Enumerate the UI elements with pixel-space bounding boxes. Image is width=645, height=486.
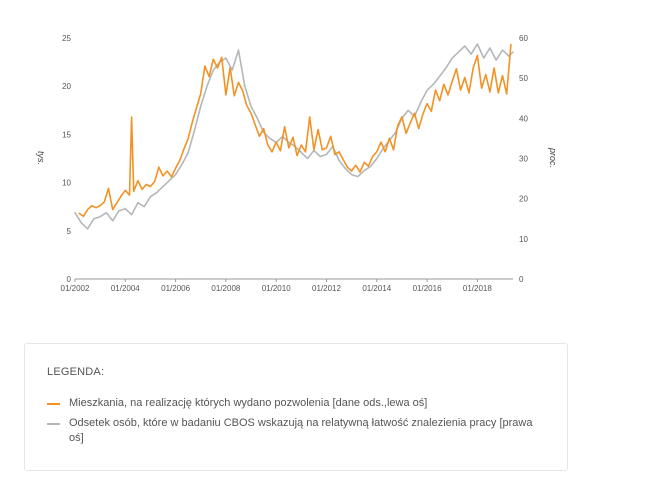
x-tick-label: 01/2006 (161, 284, 190, 293)
right-tick-label: 40 (519, 114, 528, 123)
x-tick-label: 01/2018 (463, 284, 492, 293)
x-tick-label: 01/2012 (312, 284, 341, 293)
right-tick-label: 60 (519, 34, 528, 43)
right-tick-label: 20 (519, 195, 528, 204)
legend-item-label: Odsetek osób, które w badaniu CBOS wskaz… (69, 417, 533, 444)
x-tick-label: 01/2016 (413, 284, 442, 293)
x-tick-label: 01/2008 (211, 284, 240, 293)
left-axis-ticks: 0 5 10 15 20 25 (62, 34, 71, 284)
left-tick-label: 20 (62, 82, 71, 91)
x-axis-ticks: 01/2002 01/2004 01/2006 01/2008 01/2010 01/20… (61, 279, 492, 293)
right-tick-label: 50 (519, 74, 528, 83)
legend-swatch-orange (47, 403, 60, 405)
right-tick-label: 10 (519, 235, 528, 244)
series-layer (74, 43, 514, 230)
x-tick-label: 01/2002 (61, 284, 90, 293)
x-tick-label: 01/2004 (111, 284, 140, 293)
legend-swatch-gray (47, 423, 60, 425)
left-tick-label: 5 (67, 227, 72, 236)
legend-item-label: Mieszkania, na realizację których wydano… (69, 397, 428, 409)
x-tick-label: 01/2010 (262, 284, 291, 293)
legend-title: LEGENDA: (47, 366, 105, 378)
series-line-cbos (74, 43, 514, 230)
left-tick-label: 15 (62, 130, 71, 139)
series-line-housing (78, 43, 512, 218)
right-tick-label: 30 (519, 155, 528, 164)
left-tick-label: 25 (62, 34, 71, 43)
legend: LEGENDA: Mieszkania, na realizację który… (24, 343, 568, 471)
left-tick-label: 0 (67, 275, 72, 284)
x-tick-label: 01/2014 (362, 284, 391, 293)
right-axis-title: proc. (548, 147, 558, 168)
left-axis-title: tys. (36, 151, 46, 165)
right-axis-ticks: 0 10 20 30 40 50 60 (519, 34, 528, 284)
left-tick-label: 10 (62, 179, 71, 188)
legend-item-housing: Mieszkania, na realizację których wydano… (47, 396, 547, 411)
legend-item-cbos: Odsetek osób, które w badaniu CBOS wskaz… (47, 416, 547, 446)
right-tick-label: 0 (519, 275, 524, 284)
